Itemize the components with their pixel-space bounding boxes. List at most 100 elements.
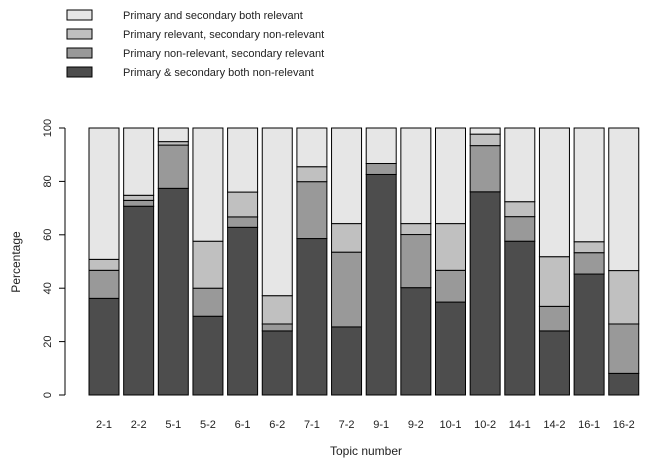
- bar-segment-14-1-series-1: [504, 240, 536, 396]
- legend-label-4: Primary & secondary both non-relevant: [123, 67, 314, 79]
- bar-segment-10-2-series-4: [469, 127, 501, 135]
- bar-segment-14-2-series-3: [538, 256, 570, 307]
- bar-segment-6-1-series-3: [227, 191, 259, 218]
- bar-segment-10-1-series-1: [435, 301, 466, 396]
- bar-segment-5-2-series-4: [192, 127, 224, 242]
- bar-segment-16-1-series-3: [573, 241, 605, 254]
- bar-segment-5-1-series-1: [157, 187, 189, 396]
- bar-segment-9-1-series-2: [365, 163, 397, 175]
- bar-segment-7-1-series-2: [296, 181, 328, 240]
- x-tick-label-7-1: 7-1: [304, 419, 320, 431]
- bar-segment-9-1-series-1: [365, 173, 397, 396]
- x-tick-label-10-1: 10-1: [439, 419, 461, 431]
- legend: Primary and secondary both relevant Prima…: [66, 9, 324, 79]
- bar-segment-6-2-series-3: [261, 295, 293, 325]
- x-tick-label-5-1: 5-1: [165, 419, 181, 431]
- bar-segment-16-2-series-1: [608, 372, 640, 396]
- y-tick-label-20: 20: [42, 335, 54, 347]
- x-tick-label-9-2: 9-2: [408, 419, 424, 431]
- bar-segment-7-1-series-3: [296, 166, 328, 183]
- bar-segment-2-1-series-3: [88, 258, 120, 271]
- bar-segment-16-1-series-2: [573, 252, 605, 275]
- bar-segment-6-1-series-4: [227, 127, 259, 193]
- bar-segment-6-2-series-1: [261, 330, 293, 396]
- bar-segment-9-2-series-4: [400, 127, 432, 225]
- bar-segment-16-2-series-4: [608, 127, 640, 272]
- y-tick-label-40: 40: [42, 282, 54, 294]
- x-axis-ticks: 2-1 2-2 5-1 5-2 6-1 6-2 7-1 7-2 9-1 9-2 10-1 10-2 14…: [96, 419, 635, 431]
- plot-area: 0 20 40 60 80 100 2-1 2-2 5-1 5-2 6-1 6-2 7-1 7-2 9-1…: [42, 119, 640, 431]
- bar-segment-2-1-series-1: [88, 297, 120, 396]
- bar-segment-6-1-series-1: [227, 226, 259, 396]
- bar-segment-7-1-series-1: [296, 238, 328, 396]
- bar-segment-5-1-series-4: [157, 127, 189, 143]
- bar-segment-2-2-series-2: [123, 199, 155, 207]
- x-tick-label-7-2: 7-2: [339, 419, 355, 431]
- legend-swatch-3: [66, 47, 93, 59]
- bar-segment-2-1-series-2: [88, 269, 120, 299]
- y-tick-label-100: 100: [42, 119, 54, 137]
- y-axis-title: Percentage: [9, 231, 23, 293]
- x-tick-label-6-2: 6-2: [269, 419, 285, 431]
- y-tick-label-0: 0: [42, 392, 54, 398]
- bar-segment-5-2-series-1: [192, 315, 224, 396]
- bar-segment-2-2-series-1: [123, 205, 155, 396]
- bar-segment-14-2-series-1: [538, 330, 570, 396]
- bar-segment-10-2-series-2: [469, 145, 501, 193]
- legend-label-1: Primary and secondary both relevant: [123, 10, 303, 22]
- bars: [88, 127, 640, 396]
- bar-segment-14-2-series-4: [538, 127, 570, 258]
- bar-segment-14-2-series-2: [538, 305, 570, 332]
- x-tick-label-2-2: 2-2: [131, 419, 147, 431]
- x-tick-label-10-2: 10-2: [474, 419, 496, 431]
- bar-segment-9-1-series-4: [365, 127, 397, 165]
- bar-segment-9-2-series-3: [400, 223, 432, 236]
- legend-swatch-1: [66, 9, 93, 21]
- bar-segment-7-2-series-1: [331, 326, 363, 396]
- bar-segment-14-1-series-2: [504, 216, 536, 242]
- bar-segment-16-1-series-4: [573, 127, 605, 243]
- x-tick-label-2-1: 2-1: [96, 419, 112, 431]
- x-tick-label-16-2: 16-2: [613, 419, 635, 431]
- x-tick-label-14-2: 14-2: [543, 419, 565, 431]
- bar-segment-5-2-series-3: [192, 240, 224, 289]
- bar-segment-2-2-series-4: [123, 127, 155, 196]
- bar-segment-2-2-series-3: [123, 194, 155, 201]
- y-tick-label-60: 60: [42, 229, 54, 241]
- x-tick-label-16-1: 16-1: [578, 419, 600, 431]
- bar-segment-7-1-series-4: [296, 127, 328, 168]
- x-axis-title: Topic number: [330, 444, 402, 458]
- x-tick-label-9-1: 9-1: [373, 419, 389, 431]
- y-axis: 0 20 40 60 80 100: [42, 119, 66, 398]
- legend-swatch-4: [66, 66, 93, 78]
- x-tick-label-5-2: 5-2: [200, 419, 216, 431]
- bar-segment-9-2-series-2: [400, 234, 432, 289]
- y-tick-label-80: 80: [42, 175, 54, 187]
- bar-segment-16-2-series-3: [608, 270, 640, 325]
- bar-segment-7-2-series-3: [331, 223, 363, 253]
- bar-segment-14-1-series-4: [504, 127, 536, 203]
- legend-label-3: Primary non-relevant, secondary relevant: [123, 48, 324, 60]
- bar-segment-16-1-series-1: [573, 273, 605, 396]
- x-tick-label-14-1: 14-1: [509, 419, 531, 431]
- bar-segment-9-2-series-1: [400, 287, 432, 396]
- bar-segment-5-2-series-2: [192, 287, 224, 317]
- bar-segment-7-2-series-4: [331, 127, 363, 225]
- legend-label-2: Primary relevant, secondary non-relevant: [123, 29, 324, 41]
- bar-segment-5-1-series-3: [157, 141, 189, 146]
- bar-segment-16-2-series-2: [608, 323, 640, 374]
- bar-segment-6-2-series-4: [261, 127, 293, 297]
- bar-segment-6-2-series-2: [261, 323, 293, 332]
- legend-swatch-2: [66, 28, 93, 40]
- bar-segment-10-1-series-4: [435, 127, 466, 225]
- bar-segment-5-1-series-2: [157, 144, 189, 189]
- bar-segment-2-1-series-4: [88, 127, 120, 260]
- bar-segment-14-1-series-3: [504, 201, 536, 218]
- x-tick-label-6-1: 6-1: [235, 419, 251, 431]
- bar-segment-10-2-series-1: [469, 191, 501, 396]
- bar-segment-6-1-series-2: [227, 216, 259, 228]
- bar-segment-10-2-series-3: [469, 133, 501, 147]
- bar-segment-10-1-series-3: [435, 223, 466, 271]
- bar-segment-10-1-series-2: [435, 269, 466, 303]
